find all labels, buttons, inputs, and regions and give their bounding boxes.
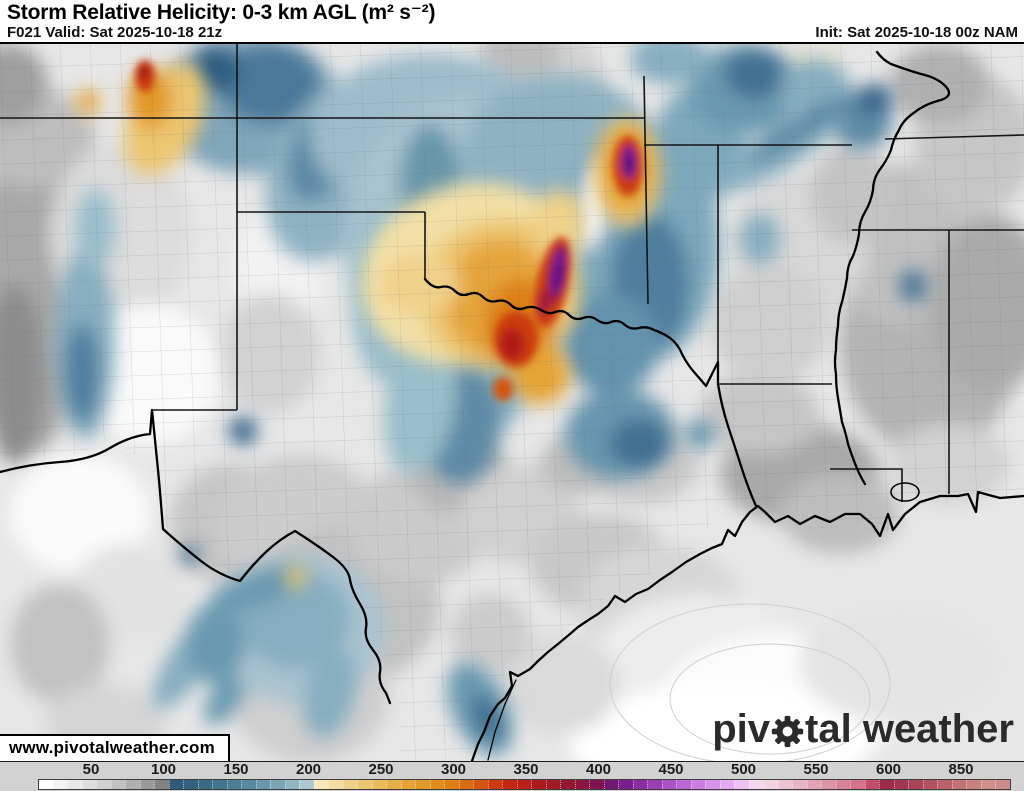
- scale-segment: [908, 780, 923, 789]
- scale-segment: [777, 780, 792, 789]
- scale-segment: [342, 780, 357, 789]
- scale-segment: [618, 780, 633, 789]
- scale-segment: [328, 780, 343, 789]
- scale-segment: [835, 780, 850, 789]
- scale-segment: [487, 780, 502, 789]
- logo-text-pre: piv: [712, 707, 771, 751]
- watermark: www.pivotalweather.com: [0, 734, 230, 761]
- scale-tick-label: 200: [295, 761, 322, 778]
- scale-segment: [574, 780, 589, 789]
- scale-segment: [241, 780, 256, 789]
- scale-segment: [995, 780, 1010, 789]
- scale-segment: [937, 780, 952, 789]
- scale-segment: [270, 780, 285, 789]
- scale-segment: [763, 780, 778, 789]
- gear-icon: [771, 715, 804, 747]
- scale-segment: [864, 780, 879, 789]
- scale-tick-label: 50: [82, 761, 100, 778]
- scale-segment: [748, 780, 763, 789]
- scale-segment: [429, 780, 444, 789]
- scale-segment: [299, 780, 314, 789]
- scale-tick-label: 250: [368, 761, 394, 778]
- init-label: Init: Sat 2025-10-18 00z NAM: [815, 24, 1018, 41]
- helicity-map-graphic: [0, 44, 1024, 761]
- scale-segment: [415, 780, 430, 789]
- scale-segment: [676, 780, 691, 789]
- scale-segment: [560, 780, 575, 789]
- scale-segment: [531, 780, 546, 789]
- scale-tick-label: 550: [803, 761, 829, 778]
- scale-tick-label: 600: [875, 761, 902, 778]
- scale-segment: [81, 780, 96, 789]
- scale-segment: [96, 780, 111, 789]
- scale-segment: [661, 780, 676, 789]
- map-canvas[interactable]: www.pivotalweather.com piv: [0, 42, 1024, 762]
- scale-segment: [125, 780, 140, 789]
- scale-segment: [589, 780, 604, 789]
- scale-segment: [806, 780, 821, 789]
- scale-segment: [444, 780, 459, 789]
- scale-segment: [400, 780, 415, 789]
- scale-segment: [879, 780, 894, 789]
- scale-segment: [922, 780, 937, 789]
- scale-bar: [38, 779, 1011, 790]
- scale-segment: [67, 780, 82, 789]
- scale-segment: [951, 780, 966, 789]
- scale-segment: [647, 780, 662, 789]
- logo-text-post: tal weather: [805, 707, 1014, 751]
- scale-tick-label: 850: [948, 761, 974, 778]
- scale-segment: [226, 780, 241, 789]
- scale-tick-label: 500: [730, 761, 757, 778]
- scale-segment: [821, 780, 836, 789]
- scale-segment: [284, 780, 299, 789]
- scale-segment: [980, 780, 995, 789]
- scale-segment: [516, 780, 531, 789]
- color-scale: 50 100 150 200 250 300 350 400 450 500 550 600 850: [0, 762, 1024, 791]
- scale-segment: [371, 780, 386, 789]
- scale-tick-label: 150: [223, 761, 249, 778]
- scale-segment: [792, 780, 807, 789]
- scale-tick-label: 400: [585, 761, 612, 778]
- scale-segment: [139, 780, 154, 789]
- scale-segment: [212, 780, 227, 789]
- map-header: Storm Relative Helicity: 0-3 km AGL (m² …: [0, 0, 1024, 42]
- scale-segment: [502, 780, 517, 789]
- scale-segment: [168, 780, 183, 789]
- scale-tick-label: 350: [513, 761, 539, 778]
- scale-segment: [197, 780, 212, 789]
- page-title: Storm Relative Helicity: 0-3 km AGL (m² …: [7, 1, 436, 24]
- scale-segment: [473, 780, 488, 789]
- scale-segment: [52, 780, 67, 789]
- scale-segment: [357, 780, 372, 789]
- scale-segment: [183, 780, 198, 789]
- pivotal-weather-logo: piv tal weather: [712, 709, 1014, 749]
- scale-segment: [705, 780, 720, 789]
- scale-segment: [690, 780, 705, 789]
- scale-segment: [545, 780, 560, 789]
- scale-segment: [39, 780, 53, 789]
- scale-tick-label: 300: [440, 761, 467, 778]
- forecast-valid-label: F021 Valid: Sat 2025-10-18 21z: [7, 24, 223, 41]
- scale-segment: [154, 780, 169, 789]
- scale-segment: [255, 780, 270, 789]
- scale-segment: [734, 780, 749, 789]
- scale-segment: [632, 780, 647, 789]
- scale-segment: [719, 780, 734, 789]
- scale-segment: [458, 780, 473, 789]
- scale-segment: [603, 780, 618, 789]
- scale-segment: [110, 780, 125, 789]
- scale-segment: [966, 780, 981, 789]
- scale-tick-label: 100: [150, 761, 177, 778]
- scale-segment: [893, 780, 908, 789]
- scale-segment: [313, 780, 328, 789]
- scale-tick-label: 450: [658, 761, 684, 778]
- scale-segment: [850, 780, 865, 789]
- scale-segment: [386, 780, 401, 789]
